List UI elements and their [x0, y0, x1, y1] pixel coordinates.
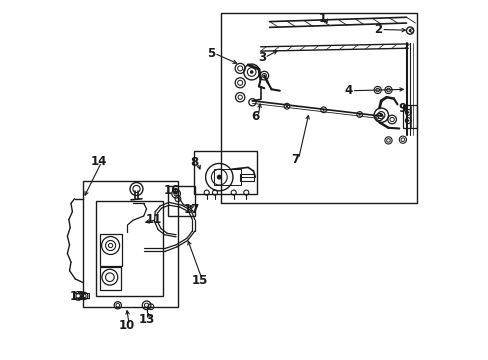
Circle shape — [216, 175, 222, 180]
Circle shape — [407, 111, 408, 113]
Circle shape — [322, 109, 324, 111]
Bar — [83, 181, 177, 307]
Text: 12: 12 — [70, 291, 86, 303]
Text: 10: 10 — [118, 319, 134, 332]
Text: 11: 11 — [145, 213, 162, 226]
Circle shape — [358, 113, 360, 116]
Circle shape — [407, 120, 408, 122]
Bar — [168, 186, 195, 216]
Text: 16: 16 — [163, 184, 180, 197]
Text: 9: 9 — [398, 102, 406, 114]
Bar — [101, 234, 122, 266]
Text: 2: 2 — [374, 23, 382, 36]
Circle shape — [175, 193, 177, 195]
Circle shape — [285, 105, 287, 107]
Text: 15: 15 — [191, 274, 207, 287]
Text: 17: 17 — [184, 203, 200, 216]
Bar — [100, 267, 121, 290]
Text: 8: 8 — [190, 156, 199, 169]
Circle shape — [379, 113, 382, 117]
Text: 1: 1 — [318, 12, 326, 25]
Text: 6: 6 — [251, 110, 259, 123]
Bar — [213, 169, 241, 185]
Text: 14: 14 — [90, 156, 107, 168]
Bar — [194, 151, 257, 194]
Circle shape — [408, 29, 411, 32]
Bar — [240, 174, 253, 181]
Text: 7: 7 — [291, 153, 299, 166]
Text: 4: 4 — [344, 84, 352, 97]
Text: 3: 3 — [257, 51, 265, 64]
Circle shape — [249, 70, 253, 74]
Text: 13: 13 — [139, 313, 155, 326]
Bar — [96, 201, 163, 296]
Text: 5: 5 — [207, 47, 215, 60]
Bar — [402, 105, 416, 128]
